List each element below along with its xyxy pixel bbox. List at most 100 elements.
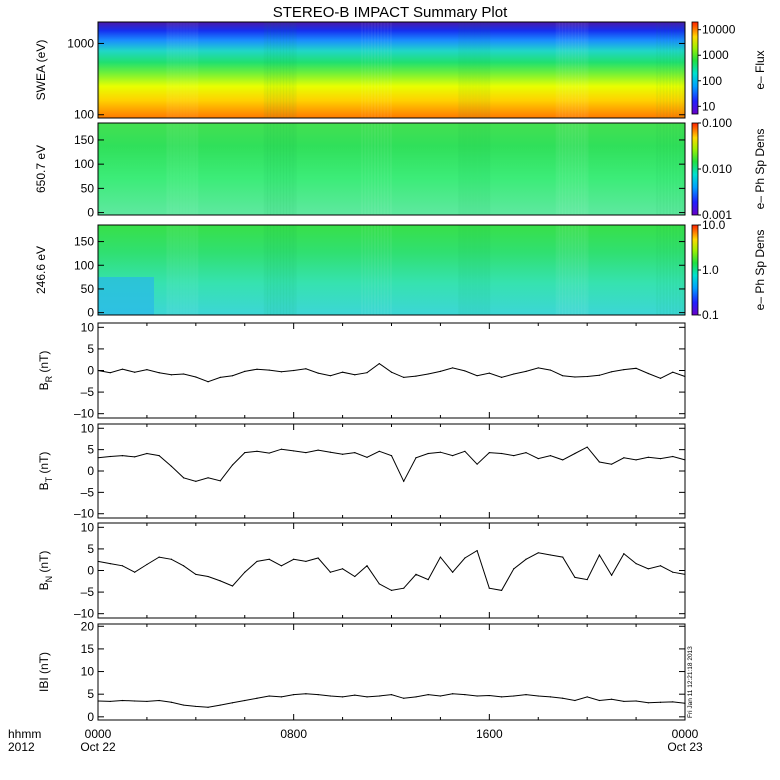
data-point	[244, 452, 246, 454]
spectrogram-texture	[179, 22, 183, 118]
y-tick-label: 50	[81, 282, 95, 296]
data-point	[146, 369, 148, 371]
spectrogram-texture	[681, 225, 684, 315]
spectrogram-texture	[98, 22, 100, 118]
colorbar-tick-label: 0.001	[702, 208, 732, 222]
spectrogram-texture	[169, 22, 173, 118]
data-point	[403, 697, 405, 699]
spectrogram-texture	[273, 123, 278, 215]
data-point	[549, 554, 552, 556]
data-point	[500, 452, 503, 455]
spectrogram-texture	[659, 22, 662, 118]
data-point	[293, 694, 295, 696]
plot-title: STEREO-B IMPACT Summary Plot	[273, 4, 508, 21]
spectrogram-texture	[176, 22, 180, 118]
spectrogram-texture	[182, 225, 186, 315]
spectrogram-texture	[292, 123, 297, 215]
data-point	[280, 371, 283, 373]
y-axis-label-sub: R	[44, 375, 54, 382]
data-point	[476, 550, 478, 552]
spectrogram-texture	[169, 123, 173, 215]
data-point	[97, 700, 99, 702]
data-point	[659, 458, 662, 460]
panel-frame	[97, 623, 686, 721]
spectrogram-texture	[276, 123, 281, 215]
data-point	[476, 375, 478, 377]
y-tick-label: 150	[74, 235, 94, 249]
spectrogram-texture	[370, 225, 373, 315]
data-point	[134, 371, 136, 373]
spectrogram-texture	[484, 225, 487, 315]
spectrogram-texture	[659, 225, 662, 315]
data-point	[109, 455, 111, 458]
data-point	[672, 571, 674, 573]
data-point	[329, 571, 331, 573]
data-point	[415, 573, 417, 575]
data-point	[97, 369, 99, 372]
data-point	[598, 461, 600, 463]
spectrogram-texture	[662, 225, 665, 315]
spectrogram-texture	[188, 225, 192, 315]
spectrogram-texture	[267, 225, 271, 315]
spectrogram-texture	[672, 123, 675, 215]
spectrogram-texture	[361, 123, 364, 215]
data-point	[231, 702, 234, 704]
data-point	[684, 459, 686, 461]
spectrogram-texture	[487, 123, 491, 215]
y-axis-label-unit: (nT)	[37, 652, 51, 677]
data-point	[158, 455, 160, 457]
spectrogram-texture	[480, 22, 484, 118]
spectrogram-texture	[571, 123, 576, 215]
spectrogram-texture	[276, 22, 281, 118]
panel-frame	[97, 21, 686, 119]
data-point	[500, 589, 503, 591]
data-point	[488, 372, 490, 374]
y-tick-label: 150	[74, 133, 94, 147]
data-point	[452, 571, 454, 573]
spectrogram-texture	[461, 22, 465, 118]
data-point	[574, 699, 576, 702]
y-tick-label: –10	[74, 407, 94, 421]
spectrogram-texture	[192, 123, 196, 215]
spectrogram-texture	[289, 22, 294, 118]
y-tick-label: 10	[81, 320, 95, 334]
spectrogram-texture	[471, 225, 475, 315]
colorbar-tick-label: 100	[702, 74, 722, 88]
spectrogram-texture	[672, 225, 675, 315]
y-tick-label: 0	[87, 364, 94, 378]
spectrogram-texture	[578, 123, 583, 215]
y-tick-label: 0	[87, 710, 94, 724]
colorbar-tick-label: 10.0	[702, 218, 726, 232]
spectrogram-texture	[675, 225, 678, 315]
spectrogram-texture	[669, 22, 671, 118]
data-point	[562, 459, 564, 461]
data-point	[121, 699, 124, 702]
spectrogram-texture	[289, 225, 294, 315]
y-tick-label: 100	[74, 157, 94, 171]
spectrogram-texture	[578, 22, 583, 118]
data-point	[439, 695, 442, 697]
spectrogram-texture	[367, 22, 370, 118]
y-axis-label: 246.6 eV	[34, 246, 48, 294]
data-point	[207, 706, 209, 708]
data-point	[121, 368, 124, 370]
spectrogram-texture	[458, 123, 462, 215]
spectrogram-texture	[377, 225, 380, 315]
spectrogram-texture	[373, 22, 376, 118]
y-tick-label: 50	[81, 181, 95, 195]
spectrogram-texture	[581, 123, 586, 215]
data-point	[537, 695, 539, 697]
spectrogram-texture	[377, 123, 380, 215]
y-axis-label-sub: N	[44, 576, 54, 583]
spectrogram-texture	[166, 225, 170, 315]
data-point	[464, 450, 466, 452]
y-axis-label: SWEA (eV)	[34, 40, 48, 101]
y-tick-label: –10	[74, 607, 94, 621]
y-axis-label-main: B	[37, 382, 51, 390]
y-tick-label: 15	[81, 642, 95, 656]
data-point	[341, 696, 344, 698]
y-tick-label: –5	[81, 385, 95, 399]
spectrogram-texture	[377, 22, 380, 118]
data-point	[305, 452, 307, 454]
data-point	[207, 575, 209, 578]
